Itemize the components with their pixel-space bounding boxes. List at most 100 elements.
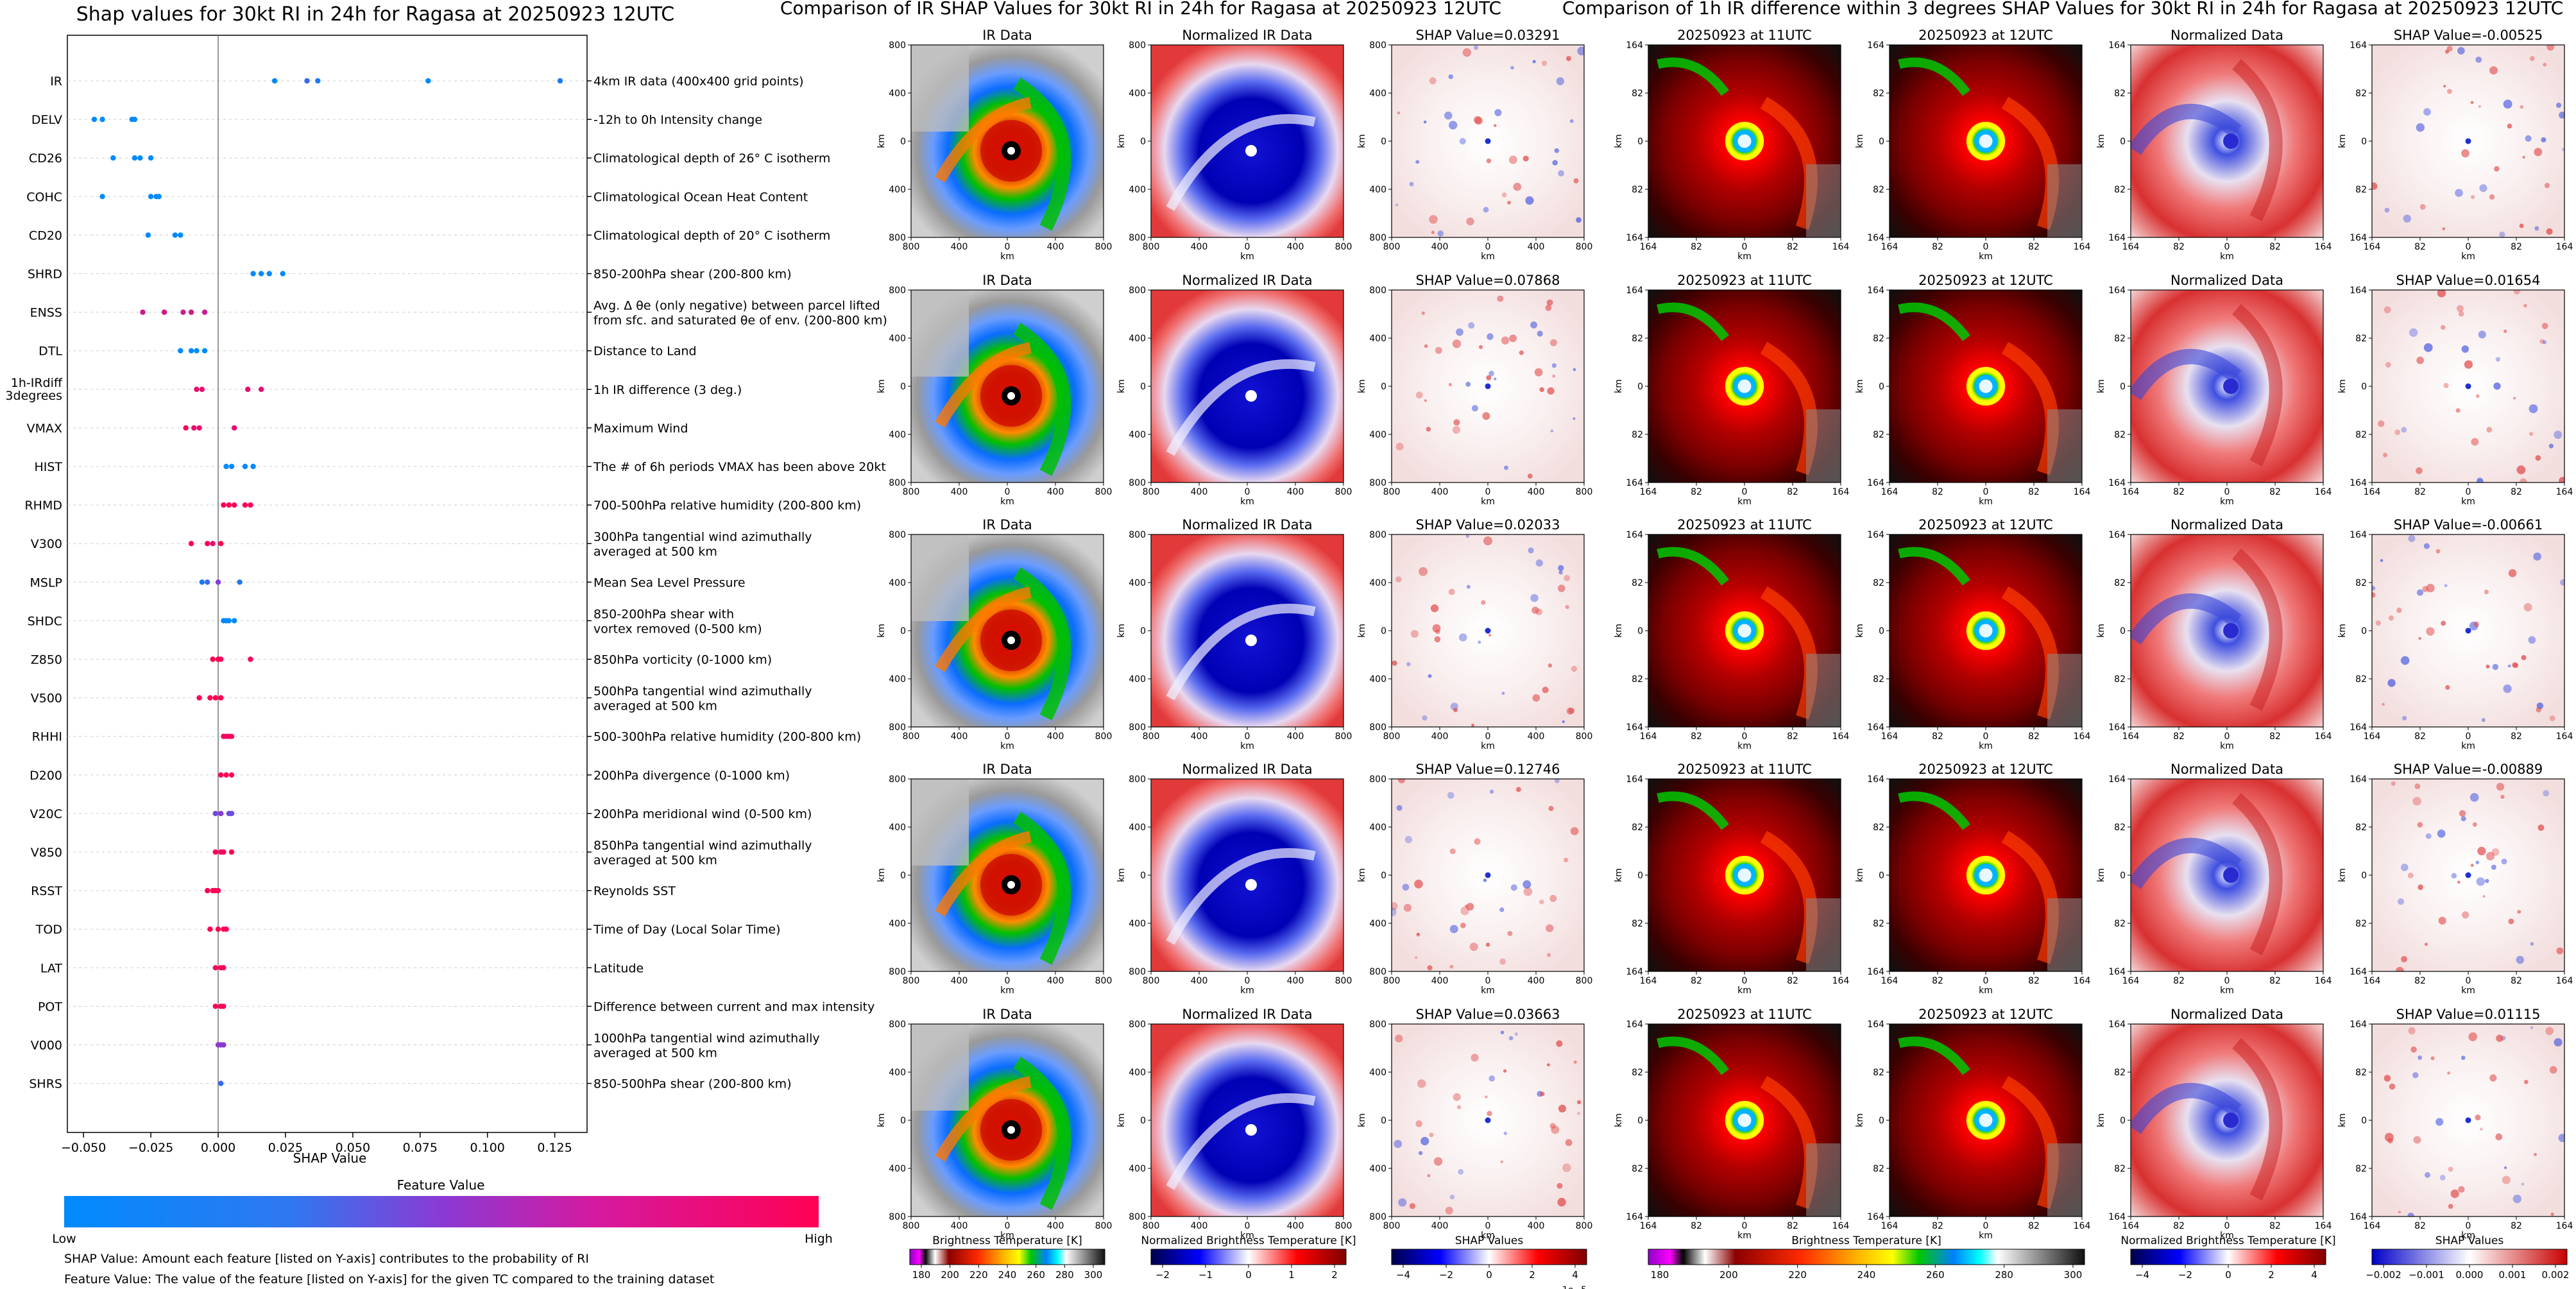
ir-diff-colorbars: Brightness Temperature [K]180 200 220 240 26… bbox=[1648, 1234, 2569, 1281]
colorbar: Normalized Brightness Temperature [K] −2 −… bbox=[1141, 1234, 1356, 1281]
tick-label: 400 bbox=[1431, 731, 1449, 742]
image-panel: 20250923 at 11UTC1641648282008282164164k… bbox=[1614, 1007, 1849, 1241]
tick-label: 0 bbox=[1381, 137, 1386, 147]
colorbar-tick-label: 0.000 bbox=[2456, 1269, 2484, 1281]
tick-label: 400 bbox=[1287, 976, 1304, 986]
tick-label: 400 bbox=[951, 1221, 968, 1231]
tick-label: 82 bbox=[2414, 976, 2426, 986]
tick-label: 800 bbox=[1335, 731, 1352, 742]
tick-label: 82 bbox=[1932, 976, 1943, 986]
tick-label: 82 bbox=[1932, 487, 1943, 497]
tick-label: 400 bbox=[1287, 487, 1304, 497]
tick-label: 800 bbox=[1383, 976, 1401, 986]
axis-label: km bbox=[1000, 497, 1014, 507]
feature-name: COHC bbox=[26, 190, 62, 204]
tick-label: 82 bbox=[2355, 823, 2367, 833]
tick-label: 164 bbox=[2350, 774, 2367, 785]
shap-point bbox=[172, 232, 178, 238]
axis-label: km bbox=[1979, 497, 1993, 507]
ir-diff-panels: 20250923 at 11UTC1641648282008282164164k… bbox=[1614, 28, 2573, 1241]
tick-label: 400 bbox=[1431, 976, 1449, 986]
tick-label: 164 bbox=[1881, 487, 1898, 497]
tick-label: 82 bbox=[2355, 430, 2367, 440]
tick-label: 400 bbox=[1129, 823, 1146, 833]
axis-label: km bbox=[1614, 379, 1624, 393]
tick-label: 400 bbox=[951, 976, 968, 986]
shap-point bbox=[91, 116, 98, 123]
tick-label: 800 bbox=[1143, 731, 1160, 742]
axis-label: km bbox=[2096, 134, 2106, 148]
middle-title: Comparison of IR SHAP Values for 30kt RI… bbox=[780, 0, 1501, 19]
tick-label: 0 bbox=[1485, 731, 1491, 742]
panel-title: Normalized Data bbox=[2171, 28, 2283, 43]
tick-label: 800 bbox=[1129, 478, 1146, 488]
tick-label: 400 bbox=[951, 242, 968, 252]
feature-description: Avg. Δ θe (only negative) between parcel… bbox=[593, 299, 880, 313]
colorbar-tick-label: −2 bbox=[1156, 1269, 1170, 1281]
panel-image bbox=[2372, 1024, 2564, 1216]
feature-name: V850 bbox=[31, 846, 62, 860]
image-panel: Normalized Data1641648282008282164164kmk… bbox=[2096, 273, 2332, 507]
feature-row: CD26 Climatological depth of 26° C isothe… bbox=[29, 151, 830, 166]
tick-label: 82 bbox=[1632, 89, 1643, 99]
tick-label: 164 bbox=[2556, 731, 2573, 742]
panel-image bbox=[1151, 534, 1343, 727]
axis-label: km bbox=[2461, 497, 2475, 507]
shap-point bbox=[194, 386, 200, 392]
panel-title: 20250923 at 12UTC bbox=[1918, 762, 2053, 777]
tick-label: 164 bbox=[1640, 976, 1657, 986]
tick-label: 164 bbox=[2074, 1221, 2091, 1231]
tick-label: 164 bbox=[1867, 478, 1884, 488]
feature-description: 500-300hPa relative humidity (200-800 km… bbox=[593, 730, 861, 744]
tick-label: 0 bbox=[2361, 137, 2367, 147]
feature-name: V20C bbox=[30, 807, 62, 821]
feature-colorbar-title: Feature Value bbox=[397, 1177, 485, 1193]
feature-description: Climatological depth of 20° C isotherm bbox=[593, 228, 830, 243]
image-panel: SHAP Value=-0.00525164164828200828216416… bbox=[2337, 28, 2573, 262]
tick-label: 0 bbox=[1005, 487, 1011, 497]
feature-row: IR 4km IR data (400x400 grid points) bbox=[50, 74, 803, 89]
feature-name: MSLP bbox=[30, 576, 63, 590]
tick-label: 800 bbox=[1369, 1212, 1386, 1222]
tick-label: 82 bbox=[1873, 334, 1884, 344]
tick-label: 0 bbox=[2466, 731, 2471, 742]
tick-label: 0 bbox=[1742, 487, 1748, 497]
tick-label: 82 bbox=[2511, 242, 2522, 252]
tick-label: 0 bbox=[1485, 976, 1491, 986]
tick-label: 82 bbox=[2114, 185, 2126, 195]
tick-label: 400 bbox=[889, 1068, 906, 1078]
panel-title: Normalized Data bbox=[2171, 273, 2283, 288]
feature-name: 1h-IRdiff bbox=[11, 376, 63, 390]
shap-point bbox=[228, 463, 235, 470]
panel-image bbox=[911, 1024, 1104, 1216]
note-shap: SHAP Value: Amount each feature [listed … bbox=[64, 1252, 589, 1266]
axis-label: km bbox=[1116, 1113, 1127, 1127]
panel-title: Normalized IR Data bbox=[1182, 762, 1312, 777]
tick-label: 164 bbox=[2350, 233, 2367, 243]
colorbar-tick-label: 260 bbox=[1027, 1269, 1045, 1281]
tick-label: 400 bbox=[889, 578, 906, 588]
image-panel: 20250923 at 12UTC1641648282008282164164k… bbox=[1855, 28, 2090, 262]
axis-label: km bbox=[2461, 741, 2475, 751]
panel-image bbox=[1392, 534, 1584, 727]
colorbar-tick-label: 4 bbox=[2311, 1269, 2317, 1281]
panel-image bbox=[1648, 534, 1841, 727]
colorbar-tick-label: 200 bbox=[1719, 1269, 1738, 1281]
colorbar-tick-label: 0 bbox=[1486, 1269, 1492, 1281]
tick-label: 400 bbox=[1129, 430, 1146, 440]
tick-label: 0 bbox=[2466, 976, 2471, 986]
tick-label: 82 bbox=[1632, 578, 1643, 588]
tick-label: 800 bbox=[889, 286, 906, 296]
tick-label: 400 bbox=[1369, 823, 1386, 833]
tick-label: 0 bbox=[1140, 137, 1146, 147]
panel-image bbox=[1392, 45, 1584, 237]
tick-label: 82 bbox=[2414, 731, 2426, 742]
panel-title: 20250923 at 11UTC bbox=[1677, 273, 1812, 288]
shap-point bbox=[218, 810, 224, 817]
tick-label: 164 bbox=[2108, 530, 2126, 540]
tick-label: 82 bbox=[1787, 242, 1798, 252]
tick-label: 400 bbox=[1528, 731, 1545, 742]
image-panel: 20250923 at 11UTC1641648282008282164164k… bbox=[1614, 762, 1849, 996]
panel-image bbox=[1648, 290, 1841, 482]
tick-label: 0 bbox=[1879, 382, 1884, 392]
